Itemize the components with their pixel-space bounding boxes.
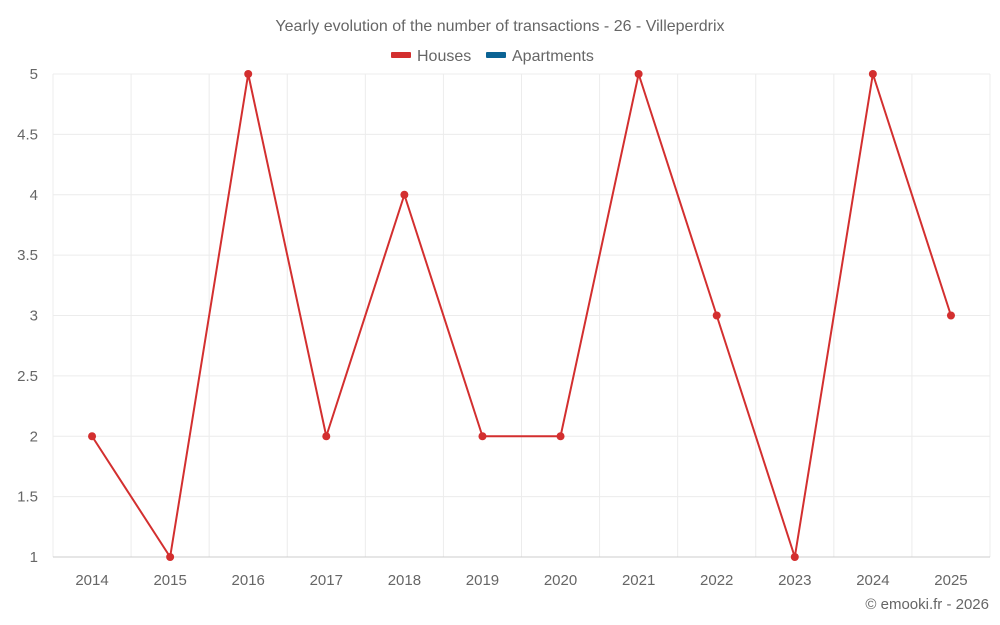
x-tick-label: 2024 — [856, 572, 889, 589]
data-point-houses-2021[interactable] — [634, 70, 643, 78]
x-tick-label: 2014 — [75, 572, 108, 589]
data-point-houses-2018[interactable] — [400, 190, 409, 199]
legend-label-houses: Houses — [417, 48, 471, 65]
y-tick-label: 2 — [30, 428, 38, 445]
data-point-houses-2022[interactable] — [712, 311, 721, 320]
legend-label-apartments: Apartments — [512, 48, 594, 65]
data-point-houses-2016[interactable] — [244, 70, 253, 78]
x-tick-label: 2021 — [622, 572, 655, 589]
x-tick-label: 2018 — [388, 572, 421, 589]
x-tick-label: 2023 — [778, 572, 811, 589]
series-houses — [88, 70, 955, 561]
data-point-houses-2017[interactable] — [322, 432, 331, 441]
x-tick-label: 2020 — [544, 572, 577, 589]
grid — [52, 73, 991, 558]
x-tick-label: 2015 — [153, 572, 186, 589]
y-tick-label: 1.5 — [17, 489, 38, 506]
data-point-houses-2014[interactable] — [88, 432, 97, 441]
credit: © emooki.fr - 2026 — [865, 596, 989, 613]
data-point-houses-2020[interactable] — [556, 432, 565, 441]
legend-item-houses[interactable]: Houses — [391, 48, 471, 65]
y-tick-label: 1 — [30, 549, 38, 566]
data-point-houses-2025[interactable] — [946, 311, 955, 320]
y-tick-label: 2.5 — [17, 368, 38, 385]
legend-item-apartments[interactable]: Apartments — [486, 48, 594, 65]
y-tick-label: 3 — [30, 308, 38, 325]
data-point-houses-2023[interactable] — [790, 553, 799, 561]
legend-swatch-houses — [391, 52, 411, 58]
y-tick-label: 4.5 — [17, 126, 38, 143]
y-tick-label: 5 — [30, 66, 38, 83]
data-point-houses-2024[interactable] — [868, 70, 877, 78]
data-point-houses-2015[interactable] — [166, 553, 175, 561]
x-tick-label: 2025 — [934, 572, 967, 589]
x-axis-ticks: 2014 2015 2016 2017 2018 2019 2020 2021 2022 2023… — [75, 572, 967, 589]
series-line-houses — [91, 73, 952, 558]
data-point-houses-2019[interactable] — [478, 432, 487, 441]
x-tick-label: 2019 — [466, 572, 499, 589]
legend: Houses Apartments — [391, 48, 594, 65]
y-tick-label: 3.5 — [17, 247, 38, 264]
x-tick-label: 2016 — [232, 572, 265, 589]
y-tick-label: 4 — [30, 187, 38, 204]
chart-title: Yearly evolution of the number of transa… — [275, 18, 724, 35]
x-tick-label: 2017 — [310, 572, 343, 589]
x-tick-label: 2022 — [700, 572, 733, 589]
legend-swatch-apartments — [486, 52, 506, 58]
y-axis-ticks: 1 1.5 2 2.5 3 3.5 4 4.5 5 — [17, 66, 38, 566]
